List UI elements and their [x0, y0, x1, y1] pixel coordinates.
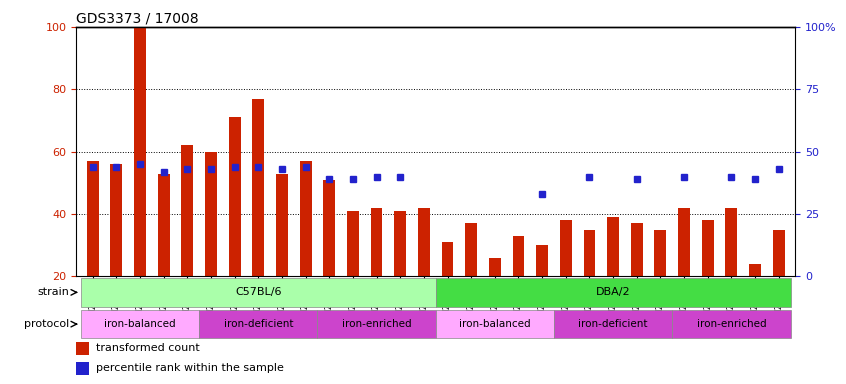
Bar — [252, 99, 264, 276]
Bar — [371, 208, 382, 276]
Bar — [111, 164, 123, 276]
Text: iron-enriched: iron-enriched — [696, 319, 766, 329]
Text: iron-deficient: iron-deficient — [579, 319, 648, 329]
Bar — [181, 146, 193, 276]
Bar — [655, 230, 667, 276]
Bar — [76, 362, 89, 374]
Bar — [76, 342, 89, 354]
Bar — [418, 208, 430, 276]
Bar — [135, 27, 146, 276]
Bar — [199, 310, 317, 338]
Bar — [749, 264, 761, 276]
Bar — [584, 230, 596, 276]
Bar — [347, 211, 359, 276]
Bar — [81, 310, 199, 338]
Bar — [702, 220, 714, 276]
Bar — [299, 161, 311, 276]
Bar — [436, 278, 790, 307]
Bar — [87, 161, 99, 276]
Text: iron-balanced: iron-balanced — [104, 319, 176, 329]
Text: iron-enriched: iron-enriched — [342, 319, 411, 329]
Bar — [489, 258, 501, 276]
Bar — [81, 278, 436, 307]
Bar — [157, 174, 169, 276]
Bar — [276, 174, 288, 276]
Bar — [442, 242, 453, 276]
Bar — [513, 236, 525, 276]
Bar — [772, 230, 784, 276]
Bar — [536, 245, 548, 276]
Bar — [317, 310, 436, 338]
Text: protocol: protocol — [24, 319, 69, 329]
Bar — [323, 180, 335, 276]
Bar — [205, 152, 217, 276]
Text: iron-deficient: iron-deficient — [223, 319, 293, 329]
Text: strain: strain — [37, 287, 69, 297]
Text: transformed count: transformed count — [96, 343, 200, 353]
Bar — [228, 118, 240, 276]
Bar — [560, 220, 572, 276]
Bar — [726, 208, 737, 276]
Text: percentile rank within the sample: percentile rank within the sample — [96, 363, 284, 373]
Bar — [678, 208, 690, 276]
Bar — [673, 310, 790, 338]
Bar — [607, 217, 619, 276]
Bar — [394, 211, 406, 276]
Text: DBA/2: DBA/2 — [596, 287, 630, 297]
Bar — [465, 223, 477, 276]
Text: C57BL/6: C57BL/6 — [235, 287, 282, 297]
Bar — [436, 310, 554, 338]
Text: iron-balanced: iron-balanced — [459, 319, 530, 329]
Bar — [631, 223, 643, 276]
Text: GDS3373 / 17008: GDS3373 / 17008 — [76, 12, 199, 26]
Bar — [554, 310, 673, 338]
